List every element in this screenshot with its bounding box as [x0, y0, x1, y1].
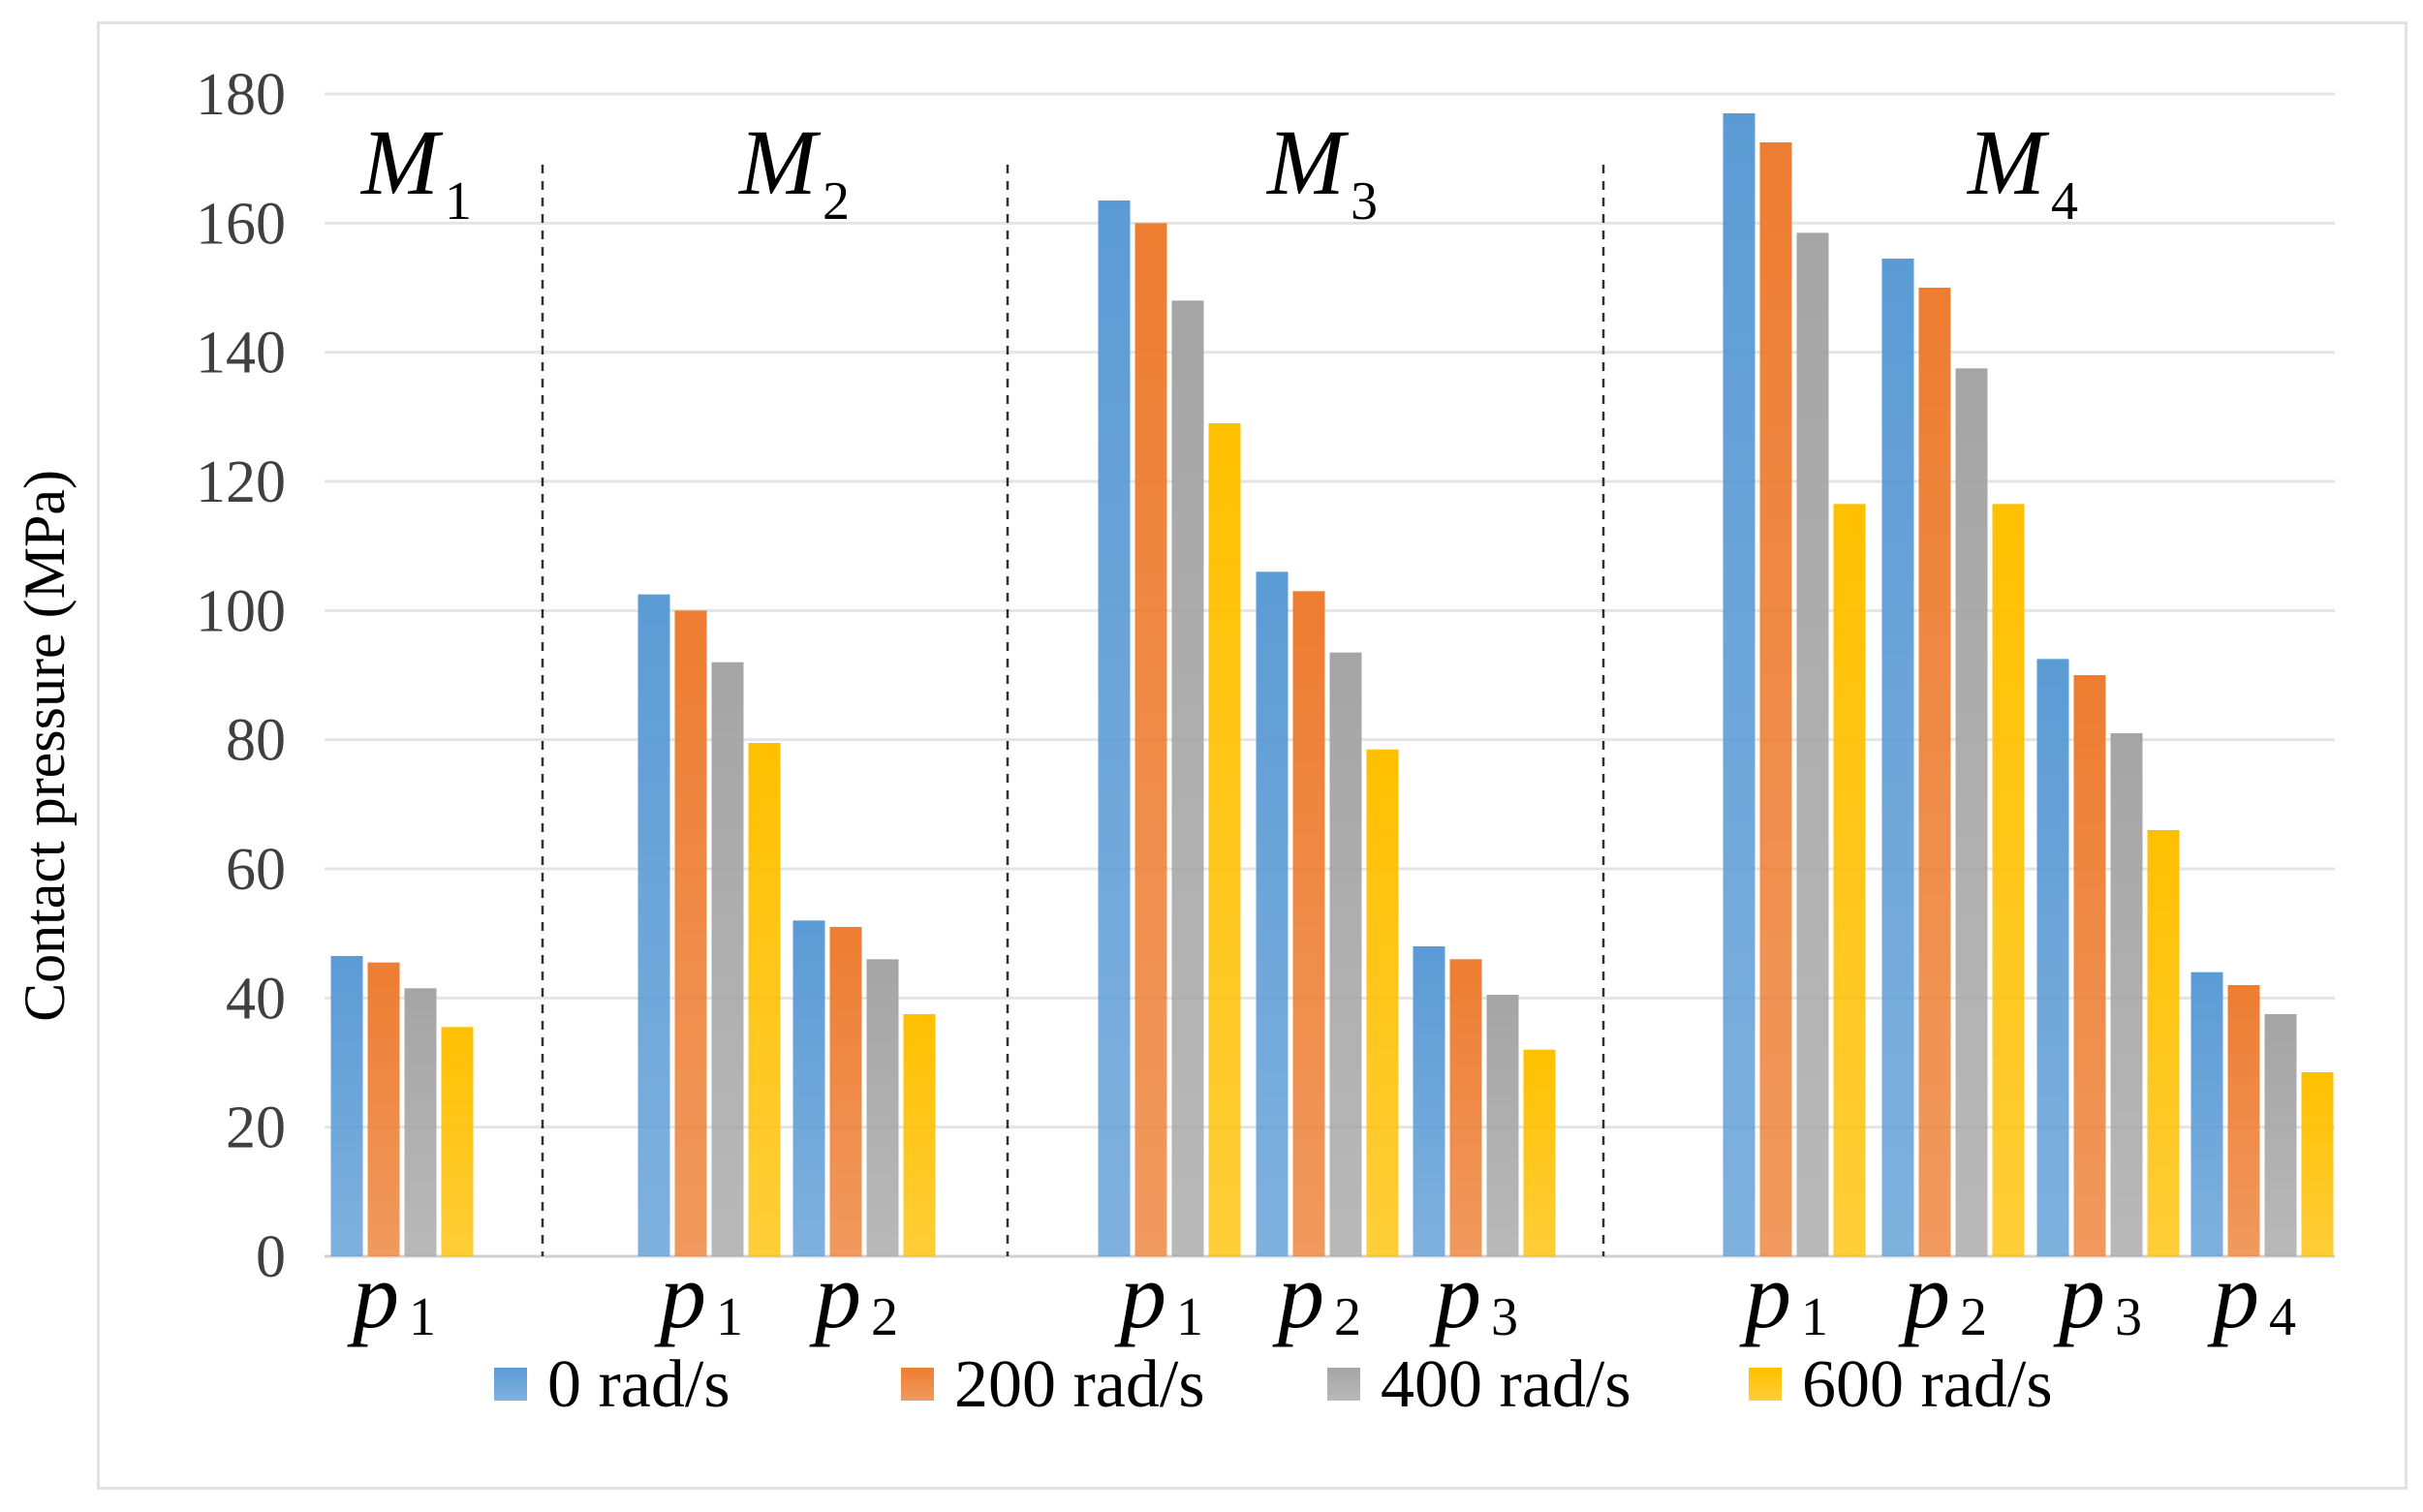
bar-m3-p2-0rads	[1256, 571, 1289, 1256]
bar-m4-p2-200rads	[1918, 288, 1951, 1256]
bar-m2-p1-400rads	[711, 662, 744, 1256]
bar-m3-p3-600rads	[1523, 1049, 1556, 1256]
bar-m4-p4-200rads	[2227, 985, 2260, 1256]
bar-m2-p1-200rads	[674, 610, 707, 1256]
bar-m3-p1-400rads	[1171, 300, 1204, 1256]
bar-m2-p2-0rads	[792, 920, 825, 1256]
bar-m3-p1-0rads	[1098, 201, 1131, 1256]
y-tick-label-80: 80	[226, 708, 286, 774]
bar-m4-p2-600rads	[1992, 504, 2025, 1256]
y-tick-label-120: 120	[196, 449, 286, 515]
bar-m4-p4-0rads	[2190, 972, 2223, 1256]
bar-m1-p1-400rads	[404, 988, 437, 1256]
bar-m3-p2-400rads	[1329, 652, 1362, 1256]
y-tick-label-180: 180	[196, 62, 286, 128]
bar-m4-p2-0rads	[1881, 259, 1914, 1256]
bar-m2-p2-400rads	[866, 959, 899, 1256]
bar-m4-p1-400rads	[1796, 232, 1829, 1256]
legend-swatch-0rads	[494, 1368, 527, 1401]
legend-label-600rads: 600 rad/s	[1802, 1347, 2053, 1422]
bar-m1-p1-200rads	[367, 962, 400, 1256]
bar-m4-p3-400rads	[2110, 733, 2143, 1256]
bar-m3-p3-0rads	[1413, 946, 1445, 1256]
bar-m4-p1-600rads	[1833, 504, 1866, 1256]
bar-m3-p1-600rads	[1208, 423, 1241, 1256]
bar-m3-p2-200rads	[1292, 591, 1325, 1256]
bar-m2-p2-600rads	[903, 1014, 936, 1256]
bar-m4-p2-400rads	[1955, 368, 1988, 1256]
legend-swatch-600rads	[1749, 1368, 1782, 1401]
bar-m4-p1-0rads	[1723, 113, 1755, 1256]
y-axis-label: Contact pressure (MPa)	[13, 470, 77, 1022]
y-tick-label-20: 20	[226, 1095, 286, 1161]
legend-label-0rads: 0 rad/s	[547, 1347, 730, 1422]
y-tick-label-100: 100	[196, 578, 286, 644]
legend-label-400rads: 400 rad/s	[1381, 1347, 1631, 1422]
bar-m4-p4-600rads	[2301, 1072, 2334, 1256]
bar-m2-p1-600rads	[748, 743, 781, 1256]
bar-m3-p3-200rads	[1449, 959, 1482, 1256]
bar-m3-p3-400rads	[1486, 995, 1519, 1256]
bar-m3-p1-200rads	[1134, 223, 1167, 1256]
bar-m1-p1-600rads	[441, 1027, 474, 1256]
y-tick-label-140: 140	[196, 321, 286, 386]
y-tick-label-160: 160	[196, 191, 286, 257]
bar-m4-p3-200rads	[2073, 675, 2106, 1256]
bar-m2-p2-200rads	[829, 927, 862, 1256]
bar-m1-p1-0rads	[330, 956, 363, 1256]
bar-m4-p1-200rads	[1759, 142, 1792, 1256]
legend-swatch-200rads	[901, 1368, 934, 1401]
y-tick-label-40: 40	[226, 966, 286, 1032]
bar-m4-p3-600rads	[2147, 830, 2180, 1256]
bar-m4-p4-400rads	[2264, 1014, 2297, 1256]
legend-swatch-400rads	[1327, 1368, 1360, 1401]
y-tick-label-0: 0	[256, 1224, 286, 1290]
bar-m2-p1-0rads	[637, 594, 670, 1256]
y-tick-label-60: 60	[226, 837, 286, 903]
bar-m4-p3-0rads	[2036, 659, 2069, 1256]
bar-m3-p2-600rads	[1366, 749, 1399, 1256]
legend-label-200rads: 200 rad/s	[954, 1347, 1205, 1422]
